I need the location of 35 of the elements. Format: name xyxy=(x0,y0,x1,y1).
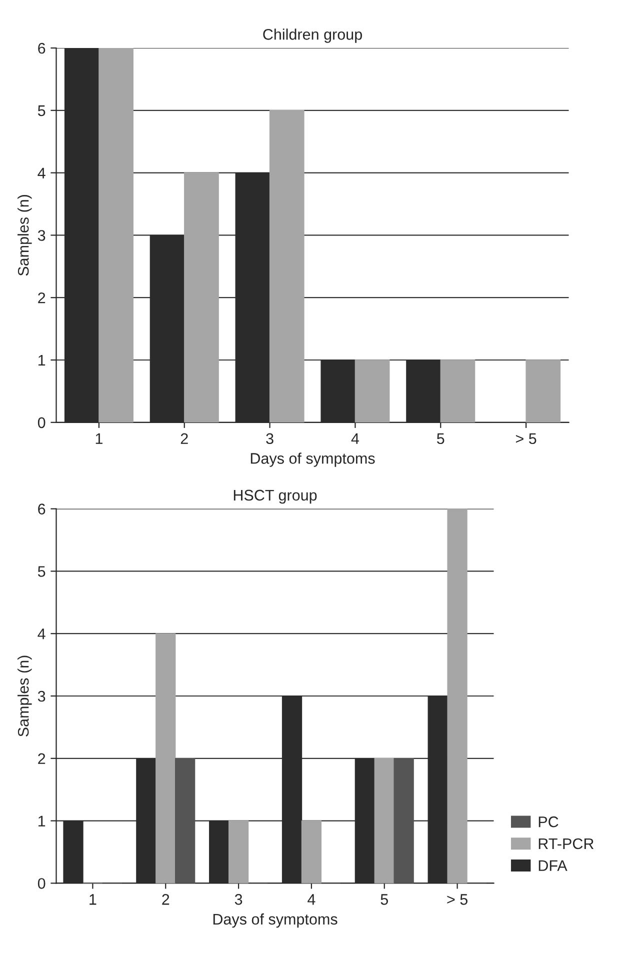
y-tick-label: 0 xyxy=(38,417,46,428)
x-tick-label: 5 xyxy=(380,894,388,905)
x-tick-label: > 5 xyxy=(447,894,468,905)
x-tick-label: 3 xyxy=(234,894,242,905)
y-tick-label: 6 xyxy=(38,42,46,54)
y-tick-label: 0 xyxy=(38,878,46,889)
x-tick-label: 3 xyxy=(266,433,274,444)
x-axis-title: Days of symptoms xyxy=(213,913,338,928)
x-axis-title: Days of symptoms xyxy=(250,452,375,467)
y-axis-title: Samples (n) xyxy=(18,656,32,736)
y-tick-label: 1 xyxy=(38,355,46,366)
x-tick-label: 1 xyxy=(96,433,102,444)
y-tick-label: 6 xyxy=(38,504,46,514)
x-tick-label: 4 xyxy=(308,894,316,905)
x-tick-label: 2 xyxy=(162,894,170,905)
y-tick-label: 2 xyxy=(38,753,46,764)
legend-label: PC xyxy=(538,816,558,828)
y-axis-title: Samples (n) xyxy=(18,194,32,276)
y-tick-label: 3 xyxy=(38,690,46,702)
x-tick-label: 5 xyxy=(436,433,444,444)
x-tick-label: 4 xyxy=(351,433,360,444)
x-tick-label: 2 xyxy=(180,433,188,444)
y-tick-label: 5 xyxy=(38,105,46,116)
chart-title: Children group xyxy=(263,28,362,43)
x-tick-label: > 5 xyxy=(516,433,536,444)
legend-label: DFA xyxy=(538,860,568,871)
y-tick-label: 1 xyxy=(38,816,46,826)
y-tick-label: 5 xyxy=(38,566,46,577)
chart-title: HSCT group xyxy=(234,490,317,504)
legend-label: RT-PCR xyxy=(538,838,594,850)
y-tick-label: 3 xyxy=(38,230,46,241)
x-tick-label: 1 xyxy=(90,894,96,905)
y-tick-label: 4 xyxy=(38,168,46,178)
y-tick-label: 2 xyxy=(38,292,46,304)
y-tick-label: 4 xyxy=(38,628,46,640)
